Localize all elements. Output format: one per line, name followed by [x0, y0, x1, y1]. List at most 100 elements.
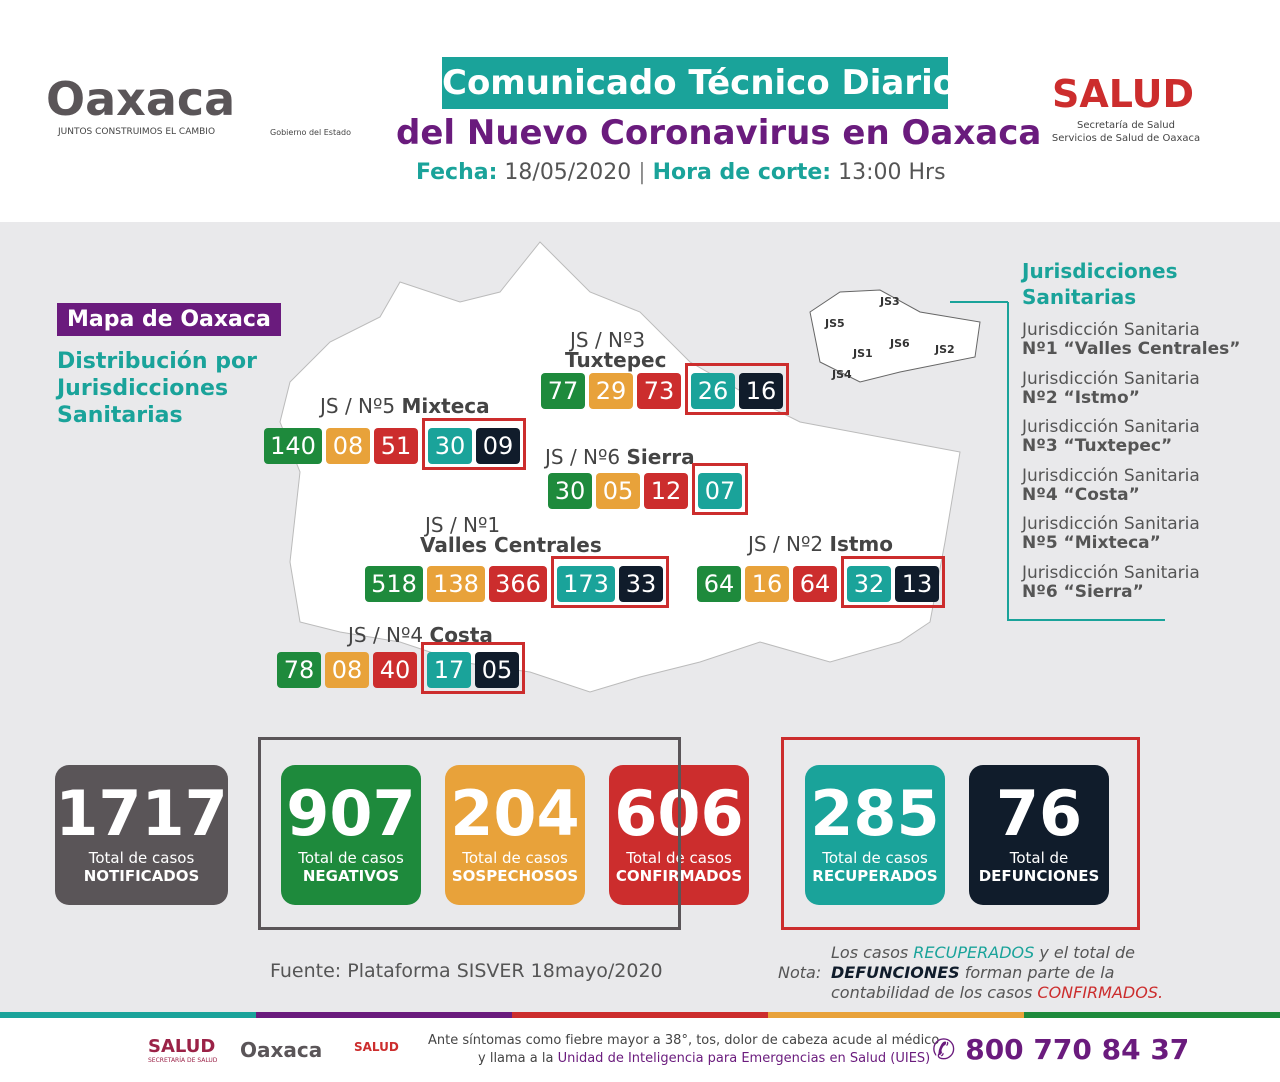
total-number: 76 — [995, 777, 1083, 850]
footer-salud-sub: SECRETARÍA DE SALUD — [148, 1057, 218, 1064]
text: CONFIRMADOS. — [1037, 983, 1164, 1002]
mini-label: JS4 — [832, 368, 852, 381]
text: y el total de — [1034, 943, 1135, 962]
highlight-frame — [685, 363, 789, 415]
value-box: 78 — [277, 652, 321, 688]
highlight-frame — [422, 418, 526, 470]
title: Comunicado Técnico Diario — [442, 57, 956, 109]
value-box: 173 — [557, 566, 615, 602]
legend-line: Jurisdicción Sanitaria — [1022, 562, 1200, 583]
footer-oaxaca: Oaxaca — [240, 1038, 323, 1062]
map-badge: Mapa de Oaxaca — [57, 303, 281, 336]
subtitle: del Nuevo Coronavirus en Oaxaca — [396, 113, 1042, 153]
value-box: 64 — [793, 566, 837, 602]
mini-label: JS6 — [890, 337, 910, 350]
mini-label: JS1 — [853, 347, 873, 360]
footer-text: Ante síntomas como fiebre mayor a 38°, t… — [428, 1033, 940, 1048]
salud-logo: SALUD — [1052, 72, 1195, 116]
jurisdiction-prefix: JS / Nº3 — [570, 328, 646, 352]
legend-bracket — [950, 301, 1165, 621]
footer-salud: SALUD — [148, 1036, 216, 1057]
salud-sub: Servicios de Salud de Oaxaca — [1051, 133, 1201, 144]
legend-line: Jurisdicción Sanitaria — [1022, 368, 1200, 389]
total-number: 1717 — [55, 777, 228, 850]
text: Los casos — [831, 943, 914, 962]
value-box: 16 — [739, 373, 783, 409]
legend-line: Nº3 “Tuxtepec” — [1022, 436, 1173, 456]
total-card: 1717 Total de casos NOTIFICADOS — [55, 765, 228, 905]
total-number: 204 — [450, 777, 580, 850]
label: Fecha: — [416, 160, 498, 185]
jurisdiction-prefix: JS / Nº2 — [748, 532, 824, 556]
legend-line: Nº5 “Mixteca” — [1022, 533, 1161, 553]
total-card: 907 Total de casos NEGATIVOS — [281, 765, 421, 905]
value-box: 12 — [644, 473, 688, 509]
mini-label: JS3 — [880, 295, 900, 308]
total-label: SOSPECHOSOS — [451, 867, 579, 885]
total-label: Total de casos — [822, 849, 928, 867]
total-label: Total de casos — [462, 849, 568, 867]
jurisdiction-name: Tuxtepec — [565, 348, 667, 372]
value-box: 07 — [698, 473, 742, 509]
jurisdiction-label: JS / Nº2 Istmo — [748, 532, 893, 556]
phone-number: 800 770 84 37 — [965, 1033, 1190, 1066]
note-label: Nota: — [778, 963, 822, 982]
mini-label: JS2 — [935, 343, 955, 356]
value-box: 518 — [365, 566, 423, 602]
highlight-frame — [551, 556, 669, 608]
jurisdiction-name: Mixteca — [401, 394, 490, 418]
gobierno: Gobierno del Estado — [270, 128, 351, 137]
legend-line: Nº6 “Sierra” — [1022, 581, 1144, 602]
date: 18/05/2020 — [504, 160, 632, 185]
label: Hora de corte: — [652, 160, 832, 185]
total-card: 285 Total de casos RECUPERADOS — [805, 765, 945, 905]
value-box: 64 — [697, 566, 741, 602]
tagline: JUNTOS CONSTRUIMOS EL CAMBIO — [58, 127, 216, 137]
value-box: 33 — [619, 566, 663, 602]
phone: ✆ 800 770 84 37 — [932, 1033, 1190, 1066]
time: 13:00 Hrs — [838, 160, 946, 185]
value-box: 140 — [264, 428, 322, 464]
jurisdiction-label: JS / Nº6 Sierra — [545, 445, 695, 469]
legend-line: Jurisdicción Sanitaria — [1022, 320, 1200, 340]
value-box: 16 — [745, 566, 789, 602]
jurisdiction-name: Istmo — [829, 532, 894, 556]
bracket — [781, 737, 1140, 930]
footer-text: y llama a la Unidad de Inteligencia para… — [478, 1051, 930, 1066]
text: RECUPERADOS — [913, 943, 1035, 962]
value-box: 30 — [428, 428, 472, 464]
highlight-frame — [692, 463, 748, 515]
value-box: 08 — [325, 652, 369, 688]
value-box: 13 — [895, 566, 939, 602]
value-box: 30 — [548, 473, 592, 509]
jurisdiction-prefix: JS / Nº6 — [545, 445, 621, 469]
value-box: 05 — [596, 473, 640, 509]
jurisdiction-label: JS / Nº5 Mixteca — [320, 394, 490, 418]
value-box: 40 — [373, 652, 417, 688]
value-box: 51 — [374, 428, 418, 464]
salud-sub: Secretaría de Salud — [1077, 120, 1175, 131]
legend-line: Jurisdicción Sanitaria — [1022, 417, 1200, 437]
date-line: Fecha: 18/05/2020 | Hora de corte: 13:00… — [416, 160, 946, 185]
total-number: 285 — [810, 777, 940, 850]
jurisdiction-name: Sierra — [626, 445, 695, 469]
total-label: RECUPERADOS — [812, 867, 938, 885]
jurisdiction-prefix: JS / Nº5 — [320, 394, 396, 418]
total-label: NOTIFICADOS — [83, 867, 200, 885]
text: DEFUNCIONES — [831, 963, 960, 982]
text: forman parte de la contabilidad de los c… — [831, 963, 1115, 1002]
value-box: 32 — [847, 566, 891, 602]
link: Unidad de Inteligencia para Emergencias … — [557, 1051, 931, 1066]
value-box: 09 — [476, 428, 520, 464]
value-box: 138 — [427, 566, 485, 602]
logo: Oaxaca — [46, 72, 236, 126]
stripe — [0, 1012, 1280, 1018]
value-box: 366 — [489, 566, 547, 602]
footer-salud2: SALUD — [354, 1040, 399, 1054]
total-label: DEFUNCIONES — [978, 867, 1100, 885]
text: y llama a la — [478, 1051, 558, 1066]
total-label: Total de casos — [88, 849, 195, 867]
value-box: 29 — [589, 373, 633, 409]
legend-line: Nº2 “Istmo” — [1022, 387, 1140, 408]
